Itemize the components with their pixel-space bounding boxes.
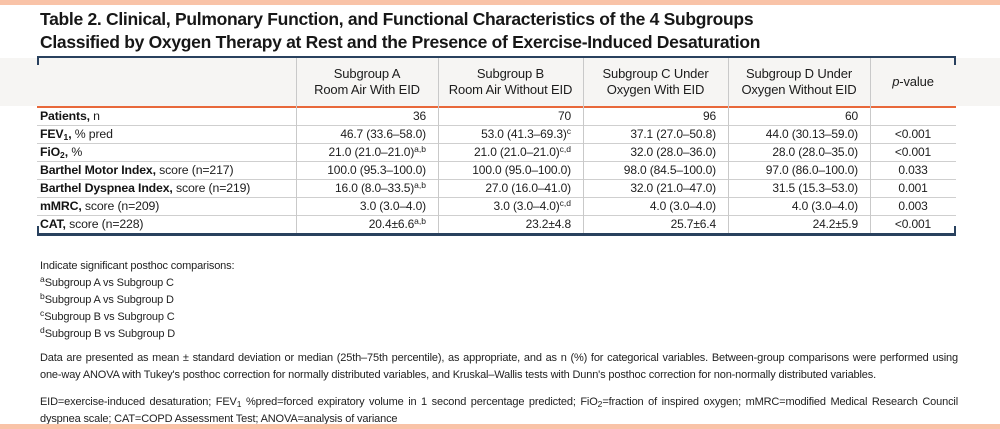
row-label: Patients, n [40, 109, 100, 123]
value-cell: 4.0 (3.0–4.0) [791, 199, 858, 213]
data-table: Subgroup A Room Air With EID Subgroup B Roo… [37, 56, 956, 238]
row-label: FEV1, % pred [40, 127, 113, 142]
column-header-line1: Subgroup D Under [746, 65, 852, 81]
footnote-item: cSubgroup B vs Subgroup C [40, 308, 175, 323]
p-value-cell: <0.001 [894, 127, 932, 141]
value-cell: 53.0 (41.3–69.3)c [481, 126, 571, 141]
table-row: mMRC, score (n=209) 3.0 (3.0–4.0) 3.0 (3.0… [37, 198, 956, 216]
column-header-line1: Subgroup A [333, 65, 401, 81]
value-cell: 98.0 (84.5–100.0) [623, 163, 716, 177]
bottom-accent-bar [0, 424, 1000, 429]
value-cell: 24.2±5.9 [812, 217, 859, 231]
value-cell: 60 [844, 109, 858, 123]
table-top-left-tick [37, 56, 39, 65]
table-bottom-left-tick [37, 226, 39, 235]
column-header-subgroup-a: Subgroup A Room Air With EID [296, 58, 438, 106]
value-cell: 3.0 (3.0–4.0)c,d [493, 198, 571, 213]
value-cell: 97.0 (86.0–100.0) [765, 163, 858, 177]
table-row: FEV1, % pred 46.7 (33.6–58.0) 53.0 (41.3–6… [37, 126, 956, 144]
table-title-line1: Table 2. Clinical, Pulmonary Function, a… [40, 9, 754, 29]
header-underline-rule [37, 106, 956, 108]
table-title: Table 2. Clinical, Pulmonary Function, a… [40, 8, 970, 54]
value-cell: 16.0 (8.0–33.5)a,b [335, 180, 426, 195]
column-header-line2: Oxygen With EID [606, 82, 705, 97]
header-band [0, 58, 1000, 106]
top-accent-bar [0, 0, 1000, 5]
footnote-item: aSubgroup A vs Subgroup C [40, 274, 174, 289]
p-value-cell: 0.001 [898, 181, 928, 195]
footnote-item: dSubgroup B vs Subgroup D [40, 325, 176, 340]
column-header-line2: Room Air With EID [314, 82, 420, 97]
value-cell: 70 [557, 109, 571, 123]
table-top-right-tick [954, 56, 956, 65]
footnote-item: bSubgroup A vs Subgroup D [40, 291, 174, 306]
column-separator [583, 58, 584, 234]
p-value-cell: <0.001 [894, 217, 932, 231]
value-cell: 21.0 (21.0–21.0)c,d [473, 144, 571, 159]
abbreviations-note: EID=exercise-induced desaturation; FEV1 … [40, 396, 959, 425]
column-separator [438, 58, 439, 234]
value-cell: 20.4±6.6a,b [368, 216, 426, 231]
value-cell: 4.0 (3.0–4.0) [649, 199, 716, 213]
posthoc-footnotes: Indicate significant posthoc comparisons… [40, 258, 235, 343]
column-header-line1: p-value [892, 73, 934, 89]
table-top-rule [37, 56, 956, 58]
column-header-subgroup-b: Subgroup B Room Air Without EID [438, 58, 583, 106]
table-row: FiO2, % 21.0 (21.0–21.0)a,b 21.0 (21.0–21.… [37, 144, 956, 162]
row-label: Barthel Dyspnea Index, score (n=219) [40, 181, 251, 195]
column-header-line2: Room Air Without EID [448, 82, 573, 97]
p-value-cell: 0.003 [898, 199, 928, 213]
row-label: CAT, score (n=228) [40, 217, 144, 231]
column-header-line2: Oxygen Without EID [741, 82, 857, 97]
footnote-list: aSubgroup A vs Subgroup C bSubgroup A vs … [40, 275, 234, 343]
p-value-cell [870, 108, 956, 125]
footnote-intro: Indicate significant posthoc comparisons… [40, 260, 235, 272]
table-bottom-rule [37, 233, 956, 236]
p-value-cell: 0.033 [898, 163, 928, 177]
p-value-cell: <0.001 [894, 145, 932, 159]
value-cell: 3.0 (3.0–4.0) [359, 199, 426, 213]
column-header-line1: Subgroup B [476, 65, 545, 81]
value-cell: 96 [702, 109, 716, 123]
value-cell: 31.5 (15.3–53.0) [772, 181, 858, 195]
column-separator [870, 58, 871, 234]
table-row: Patients, n 36 70 96 60 [37, 108, 956, 126]
value-cell: 25.7±6.4 [670, 217, 717, 231]
table-bottom-right-tick [954, 226, 956, 235]
value-cell: 27.0 (16.0–41.0) [485, 181, 571, 195]
column-separator [728, 58, 729, 234]
row-label: Barthel Motor Index, score (n=217) [40, 163, 234, 177]
value-cell: 28.0 (28.0–35.0) [772, 145, 858, 159]
value-cell: 23.2±4.8 [525, 217, 572, 231]
value-cell: 32.0 (28.0–36.0) [630, 145, 716, 159]
value-cell: 32.0 (21.0–47.0) [630, 181, 716, 195]
table-title-line2: Classified by Oxygen Therapy at Rest and… [40, 32, 761, 52]
value-cell: 100.0 (95.3–100.0) [327, 163, 426, 177]
value-cell: 46.7 (33.6–58.0) [340, 127, 426, 141]
value-cell: 21.0 (21.0–21.0)a,b [328, 144, 427, 159]
value-cell: 100.0 (95.0–100.0) [472, 163, 571, 177]
column-separator [296, 58, 297, 234]
value-cell: 36 [412, 109, 426, 123]
column-header-p-value: p-value [870, 58, 956, 106]
value-cell: 44.0 (30.13–59.0) [765, 127, 858, 141]
row-label: FiO2, % [40, 145, 83, 160]
table-row: Barthel Motor Index, score (n=217) 100.0 … [37, 162, 956, 180]
column-header-subgroup-d: Subgroup D Under Oxygen Without EID [728, 58, 870, 106]
table-row: CAT, score (n=228) 20.4±6.6a,b 23.2±4.8 25.… [37, 216, 956, 234]
data-presentation-note: Data are presented as mean ± standard de… [40, 352, 958, 381]
value-cell: 37.1 (27.0–50.8) [630, 127, 716, 141]
table-row: Barthel Dyspnea Index, score (n=219) 16.0… [37, 180, 956, 198]
column-header-subgroup-c: Subgroup C Under Oxygen With EID [583, 58, 728, 106]
row-label: mMRC, score (n=209) [40, 199, 160, 213]
column-header-line1: Subgroup C Under [602, 65, 709, 81]
